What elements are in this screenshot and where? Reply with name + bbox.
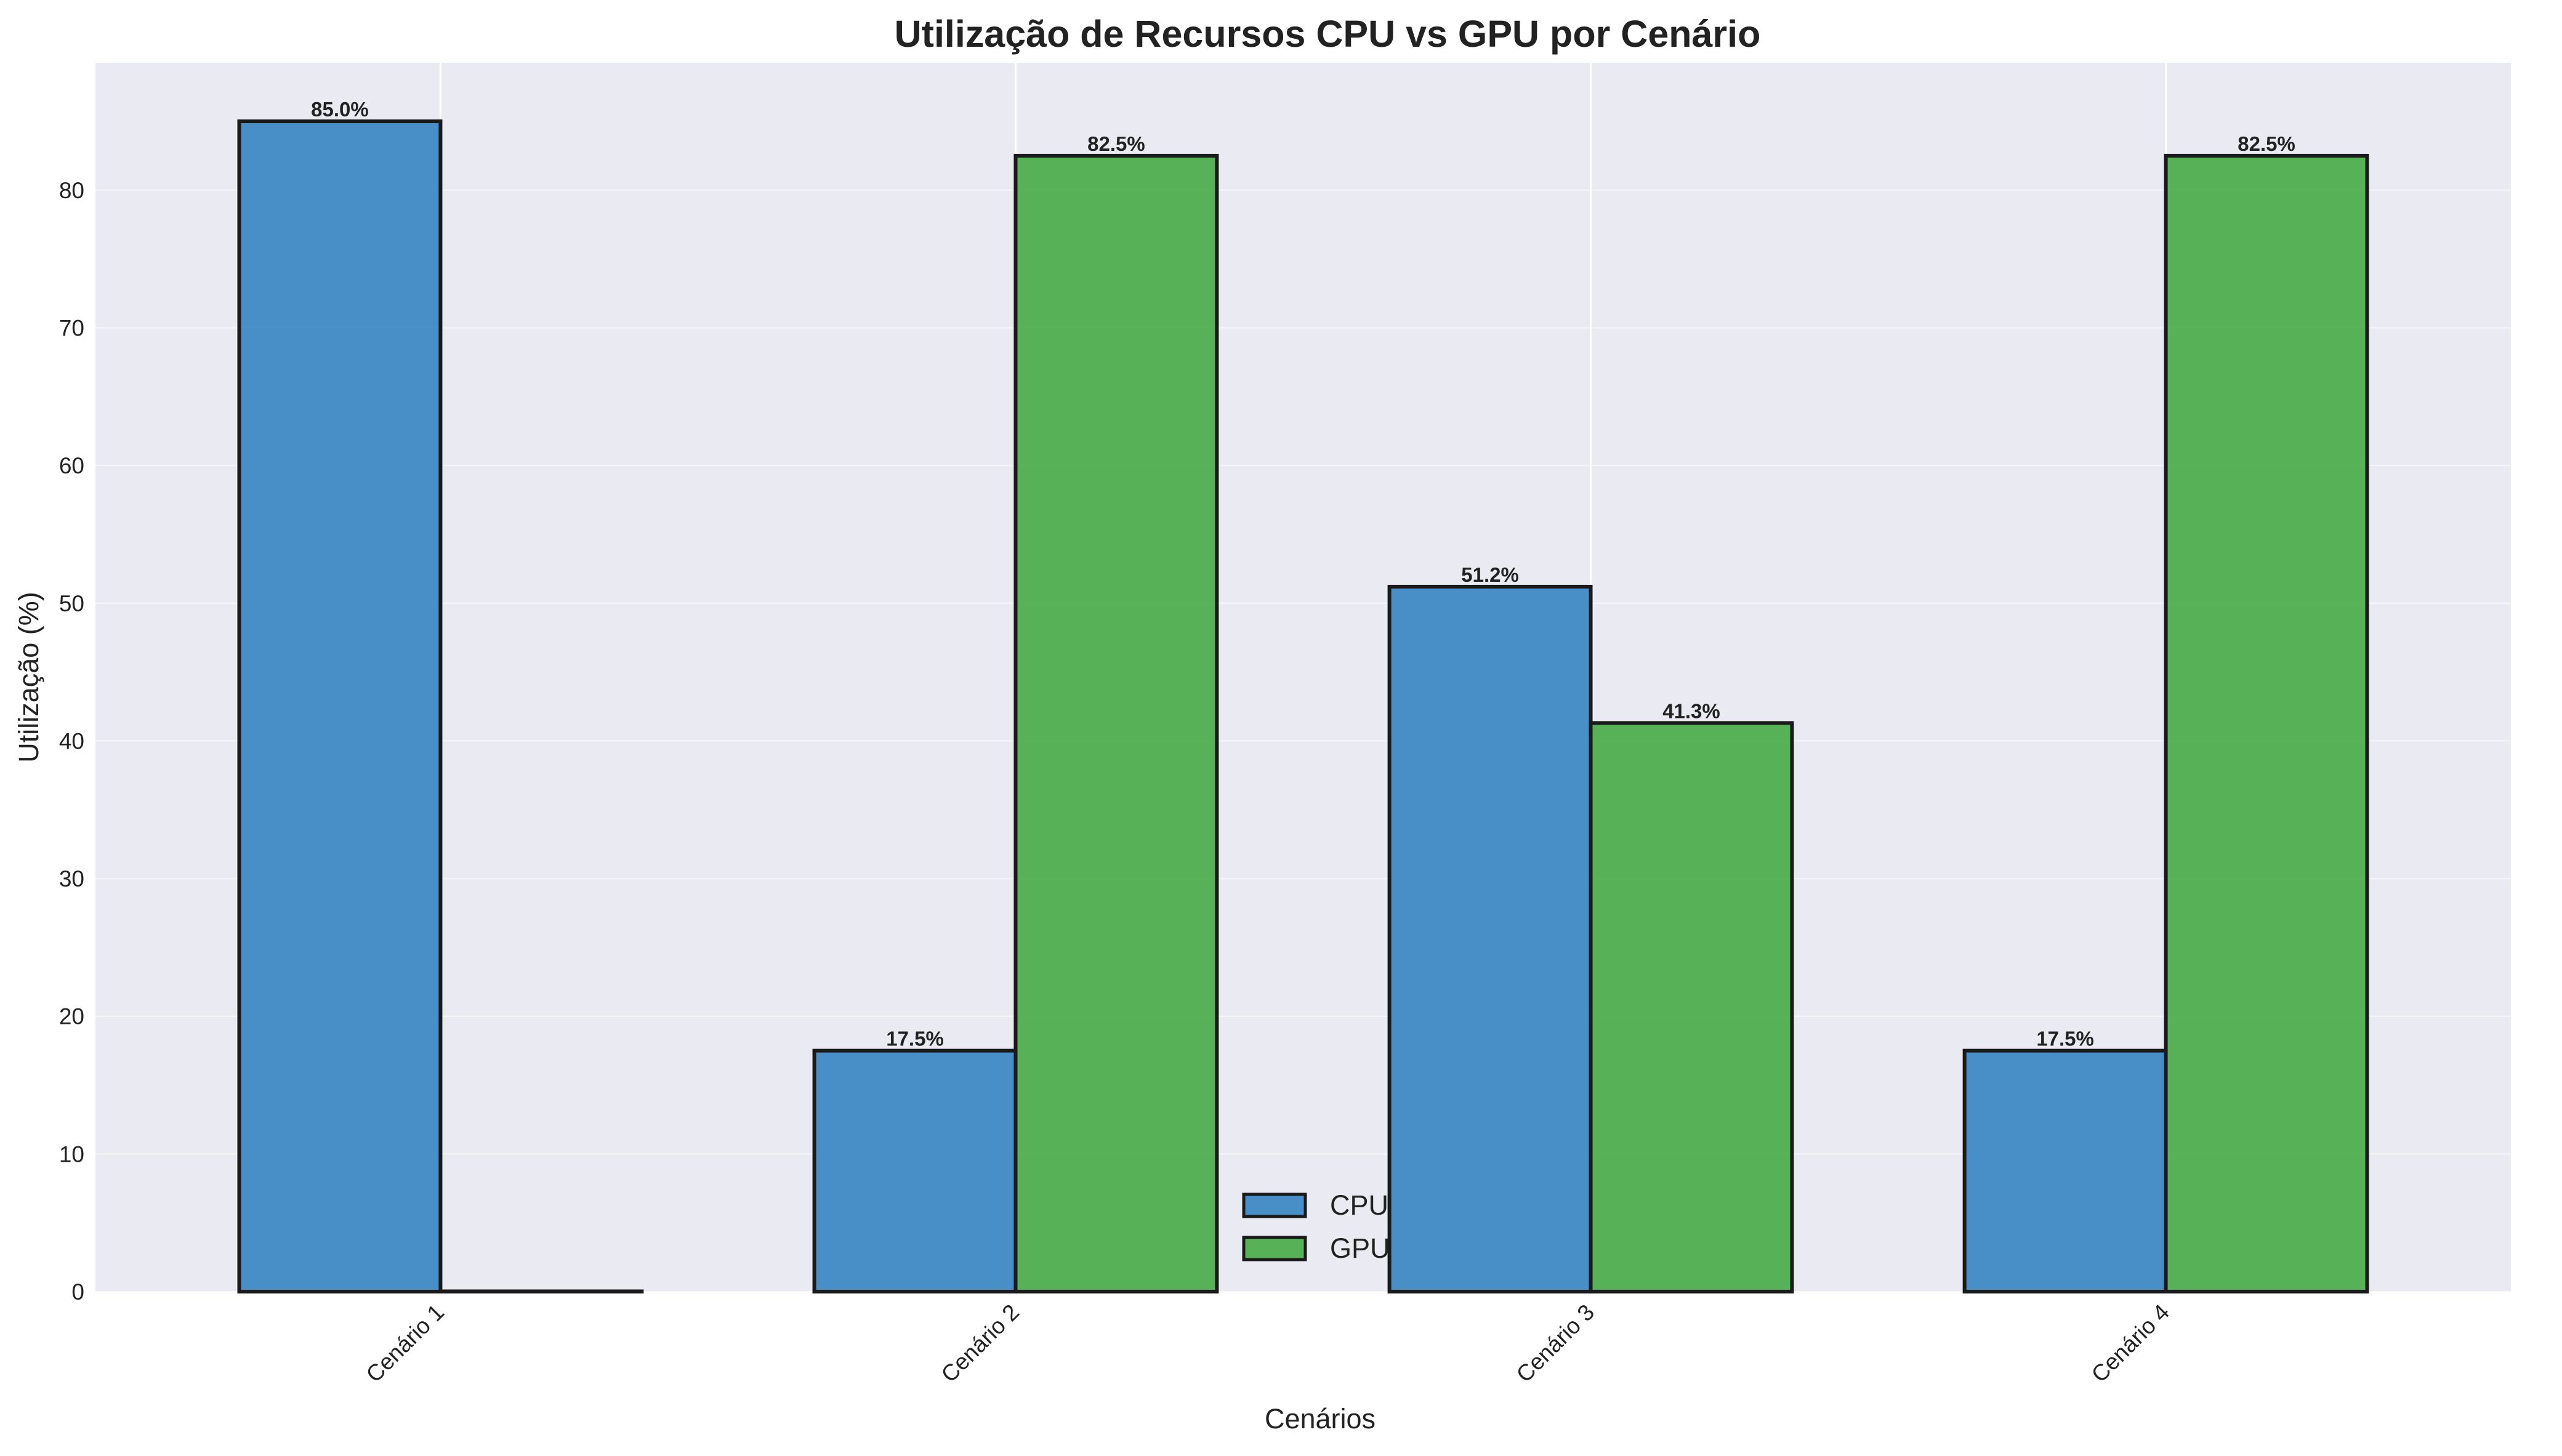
y-tick-label: 50 [59, 591, 84, 616]
y-tick-label: 10 [59, 1141, 84, 1167]
legend-label-cpu: CPU [1330, 1189, 1388, 1221]
y-axis-label: Utilização (%) [13, 592, 44, 763]
y-tick-label: 20 [59, 1004, 84, 1029]
bar-value-label: 51.2% [1461, 563, 1519, 586]
bar-value-label: 82.5% [2238, 132, 2295, 155]
bar-cpu-3 [1387, 584, 1593, 1294]
bar-value-label: 85.0% [311, 98, 369, 121]
bar-gpu-2 [1013, 153, 1219, 1293]
bar-cpu-2 [812, 1048, 1018, 1293]
legend-swatch-gpu [1242, 1236, 1307, 1261]
y-tick-label: 40 [59, 728, 84, 754]
bar-gpu-3 [1589, 721, 1794, 1294]
chart-title: Utilização de Recursos CPU vs GPU por Ce… [895, 13, 1761, 55]
legend-label-gpu: GPU [1330, 1233, 1390, 1264]
bar-value-label: 17.5% [2036, 1028, 2094, 1050]
bar-value-label: 41.3% [1662, 699, 1720, 722]
bar-value-label: 17.5% [886, 1028, 944, 1050]
y-tick-label: 80 [59, 178, 84, 203]
legend-swatch-cpu [1242, 1193, 1307, 1218]
bar-cpu-1 [237, 119, 443, 1294]
bar-cpu-4 [1962, 1048, 2168, 1293]
y-tick-label: 0 [71, 1279, 84, 1305]
bar-value-label: 82.5% [1087, 132, 1145, 155]
y-tick-label: 70 [59, 316, 84, 341]
x-axis-label: Cenários [1265, 1403, 1376, 1434]
y-tick-label: 30 [59, 866, 84, 891]
bar-gpu-4 [2164, 153, 2369, 1293]
y-tick-label: 60 [59, 453, 84, 478]
legend: CPU GPU [1242, 1189, 1390, 1264]
